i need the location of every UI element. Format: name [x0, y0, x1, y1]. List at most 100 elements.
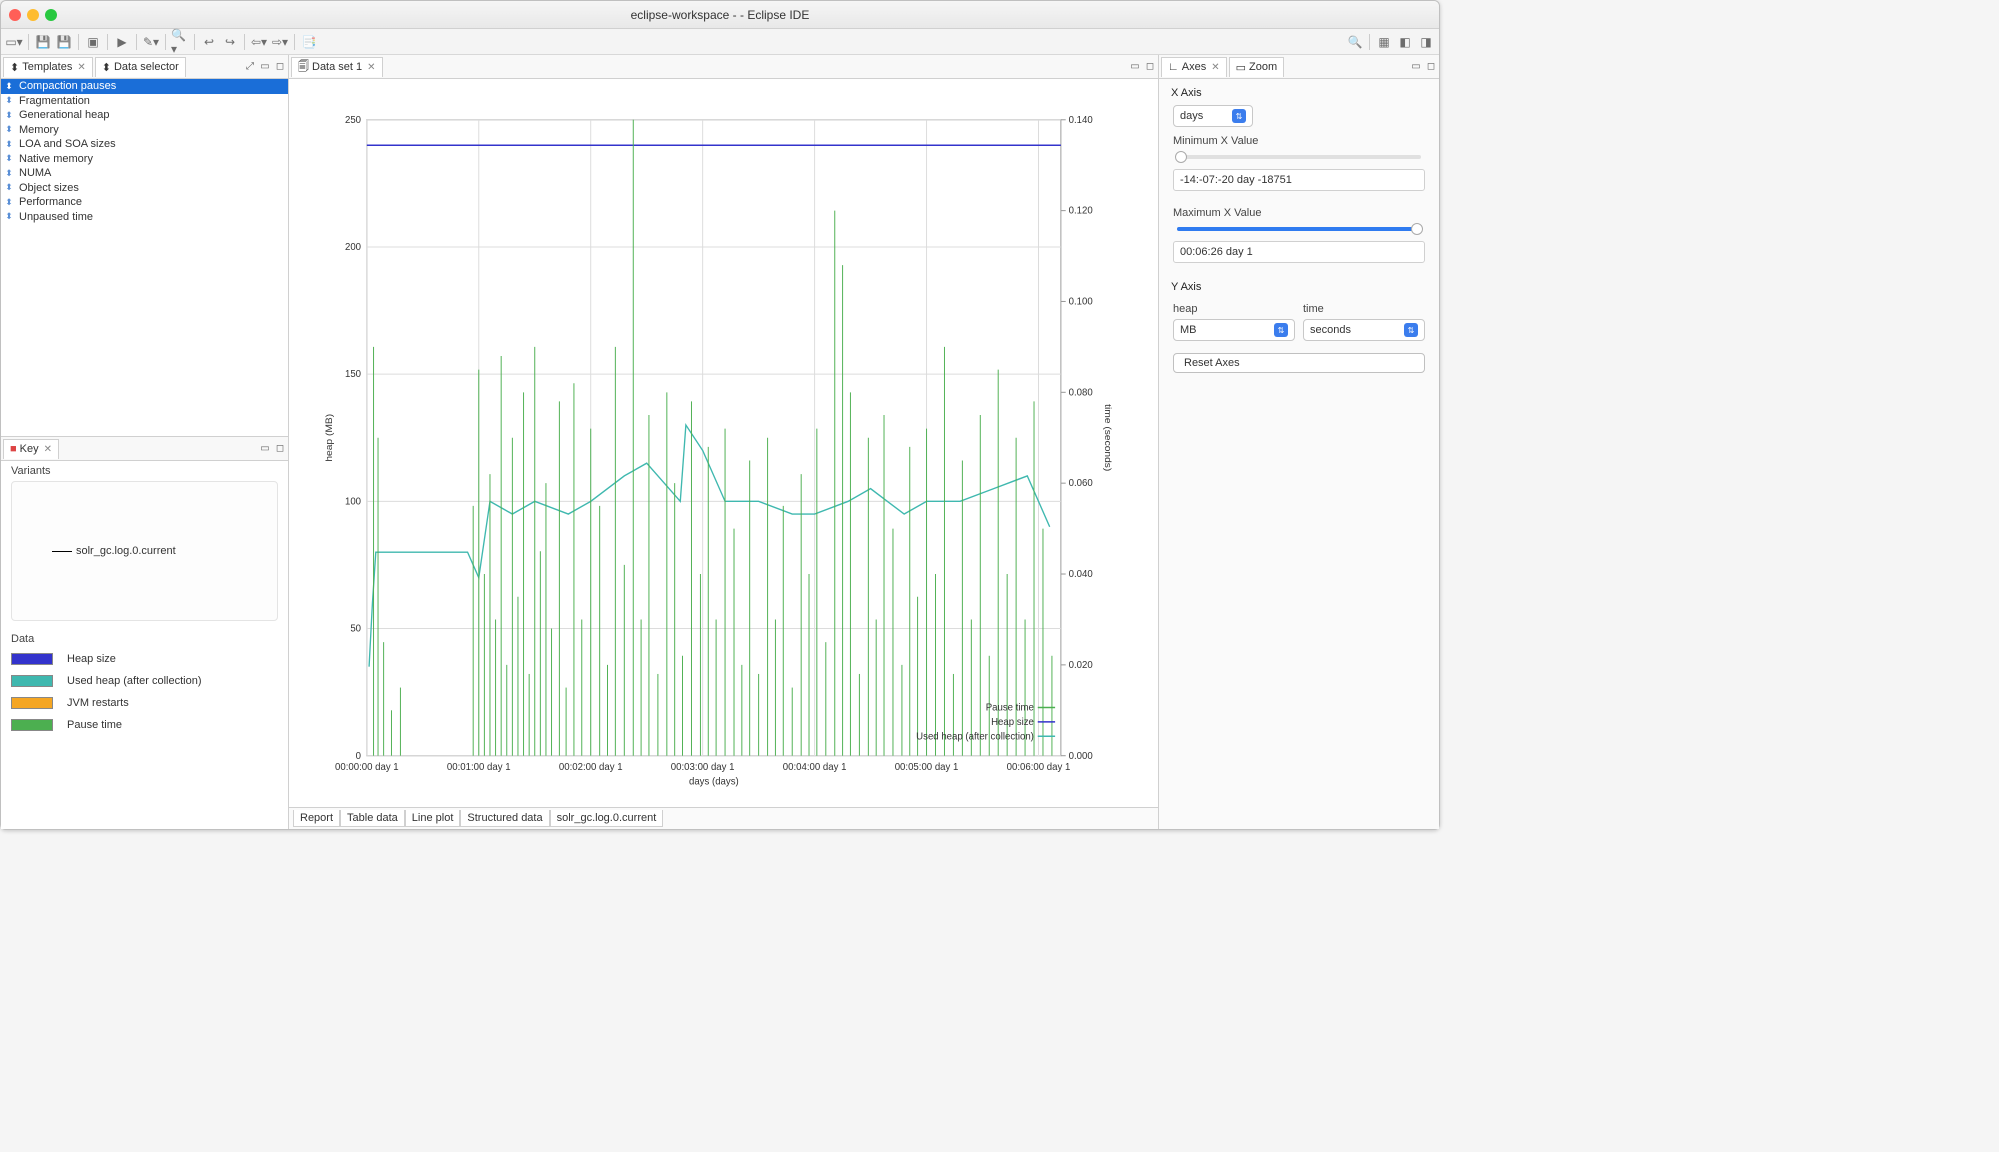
data-icon: 🗐 — [298, 58, 309, 77]
close-icon[interactable]: ✕ — [44, 444, 52, 455]
wand-icon[interactable]: ✎▾ — [142, 33, 160, 51]
close-icon[interactable]: ✕ — [367, 62, 375, 73]
heap-label: heap — [1173, 297, 1295, 317]
perspective-icon[interactable]: ▦ — [1375, 33, 1393, 51]
template-item[interactable]: ⬍Fragmentation — [1, 94, 288, 109]
maximize-view-icon[interactable]: ◻ — [274, 61, 286, 73]
templates-list: ⬍Compaction pauses⬍Fragmentation⬍Generat… — [1, 79, 288, 437]
legend-swatch — [11, 653, 53, 665]
minimize-view-icon[interactable]: ▭ — [1410, 61, 1422, 73]
maximize-view-icon[interactable]: ◻ — [1144, 61, 1156, 73]
svg-text:250: 250 — [345, 115, 362, 126]
template-icon: ⬍ — [3, 124, 15, 136]
chevron-updown-icon: ⇅ — [1232, 109, 1246, 123]
reset-axes-button[interactable]: Reset Axes — [1173, 353, 1425, 373]
template-item[interactable]: ⬍Generational heap — [1, 108, 288, 123]
chart: 0501001502002500.0000.0200.0400.0600.080… — [309, 89, 1138, 807]
titlebar: eclipse-workspace - - Eclipse IDE — [1, 1, 1439, 29]
bottom-tab[interactable]: Table data — [340, 810, 405, 827]
export-icon[interactable]: 📑 — [300, 33, 318, 51]
back-icon[interactable]: ⇦▾ — [250, 33, 268, 51]
template-item[interactable]: ⬍Compaction pauses — [1, 79, 288, 94]
template-icon: ⬍ — [3, 153, 15, 165]
bottom-tab[interactable]: Structured data — [460, 810, 549, 827]
template-item[interactable]: ⬍Unpaused time — [1, 210, 288, 225]
tab-zoom[interactable]: ▭ Zoom — [1229, 57, 1285, 77]
variants-label: Variants — [1, 461, 288, 481]
square-icon: ■ — [10, 443, 17, 455]
svg-text:00:00:00 day 1: 00:00:00 day 1 — [335, 762, 399, 773]
main-toolbar: ▭▾ 💾 💾 ▣ ▶ ✎▾ 🔍▾ ↩ ↪ ⇦▾ ⇨▾ 📑 🔍 ▦ ◧ ◨ — [1, 29, 1439, 55]
time-unit-select[interactable]: seconds ⇅ — [1303, 319, 1425, 341]
legend-swatch — [11, 697, 53, 709]
bottom-tab[interactable]: solr_gc.log.0.current — [550, 810, 664, 827]
tab-data-selector[interactable]: ⬍ Data selector — [95, 57, 186, 77]
right-tabs: ∟ Axes ✕ ▭ Zoom ▭ ◻ — [1159, 55, 1439, 79]
quick-search-icon[interactable]: 🔍 — [1346, 33, 1364, 51]
svg-text:days (days): days (days) — [689, 776, 739, 787]
new-icon[interactable]: ▭▾ — [5, 33, 23, 51]
legend-label: Used heap (after collection) — [67, 675, 202, 687]
template-item[interactable]: ⬍Memory — [1, 123, 288, 138]
expand-icon[interactable]: ⤢ — [244, 61, 256, 73]
tree-icon: ⬍ — [102, 61, 111, 74]
prev-icon[interactable]: ↩ — [200, 33, 218, 51]
tab-templates[interactable]: ⬍ Templates ✕ — [3, 57, 93, 77]
svg-text:0.140: 0.140 — [1069, 115, 1094, 126]
minimize-view-icon[interactable]: ▭ — [1129, 61, 1141, 73]
tab-key[interactable]: ■ Key ✕ — [3, 439, 59, 459]
legend-row: JVM restarts — [11, 697, 278, 709]
template-item[interactable]: ⬍NUMA — [1, 166, 288, 181]
template-icon: ⬍ — [3, 80, 15, 92]
svg-text:00:03:00 day 1: 00:03:00 day 1 — [671, 762, 735, 773]
zoom-icon: ▭ — [1236, 61, 1246, 74]
terminal-icon[interactable]: ▣ — [84, 33, 102, 51]
key-tabs: ■ Key ✕ ▭ ◻ — [1, 437, 288, 461]
tab-dataset[interactable]: 🗐 Data set 1 ✕ — [291, 57, 383, 77]
min-x-label: Minimum X Value — [1159, 129, 1439, 149]
legend-row: Pause time — [11, 719, 278, 731]
legend-label: Pause time — [67, 719, 122, 731]
template-icon: ⬍ — [3, 182, 15, 194]
x-axis-section: X Axis — [1159, 79, 1439, 103]
forward-icon[interactable]: ⇨▾ — [271, 33, 289, 51]
maximize-view-icon[interactable]: ◻ — [1425, 61, 1437, 73]
template-item[interactable]: ⬍LOA and SOA sizes — [1, 137, 288, 152]
close-icon[interactable]: ✕ — [77, 62, 85, 73]
variant-name: solr_gc.log.0.current — [76, 545, 176, 557]
search-icon[interactable]: 🔍▾ — [171, 33, 189, 51]
close-icon[interactable]: ✕ — [1211, 62, 1219, 73]
x-unit-select[interactable]: days ⇅ — [1173, 105, 1253, 127]
tab-axes-label: Axes — [1182, 61, 1206, 73]
tab-data-selector-label: Data selector — [114, 61, 179, 73]
chevron-updown-icon: ⇅ — [1274, 323, 1288, 337]
save-icon[interactable]: 💾 — [34, 33, 52, 51]
minimize-view-icon[interactable]: ▭ — [259, 61, 271, 73]
template-icon: ⬍ — [3, 109, 15, 121]
saveall-icon[interactable]: 💾 — [55, 33, 73, 51]
legend-label: Heap size — [67, 653, 116, 665]
tree-icon: ⬍ — [10, 61, 19, 74]
bottom-tab[interactable]: Line plot — [405, 810, 461, 827]
views-icon[interactable]: ◨ — [1417, 33, 1435, 51]
open-perspective-icon[interactable]: ◧ — [1396, 33, 1414, 51]
min-x-slider[interactable] — [1177, 155, 1421, 159]
maximize-view-icon[interactable]: ◻ — [274, 443, 286, 455]
minimize-view-icon[interactable]: ▭ — [259, 443, 271, 455]
svg-text:50: 50 — [350, 623, 361, 634]
tab-axes[interactable]: ∟ Axes ✕ — [1161, 57, 1227, 77]
bottom-tab[interactable]: Report — [293, 810, 340, 827]
max-x-slider[interactable] — [1177, 227, 1421, 231]
svg-text:150: 150 — [345, 369, 362, 380]
run-icon[interactable]: ▶ — [113, 33, 131, 51]
svg-text:Used heap (after collection): Used heap (after collection) — [916, 731, 1034, 742]
svg-text:00:06:00 day 1: 00:06:00 day 1 — [1007, 762, 1071, 773]
heap-unit-select[interactable]: MB ⇅ — [1173, 319, 1295, 341]
next-icon[interactable]: ↪ — [221, 33, 239, 51]
template-item[interactable]: ⬍Performance — [1, 195, 288, 210]
template-item[interactable]: ⬍Native memory — [1, 152, 288, 167]
data-legend: Heap size Used heap (after collection) JVM… — [1, 649, 288, 735]
template-icon: ⬍ — [3, 196, 15, 208]
template-item[interactable]: ⬍Object sizes — [1, 181, 288, 196]
chevron-updown-icon: ⇅ — [1404, 323, 1418, 337]
